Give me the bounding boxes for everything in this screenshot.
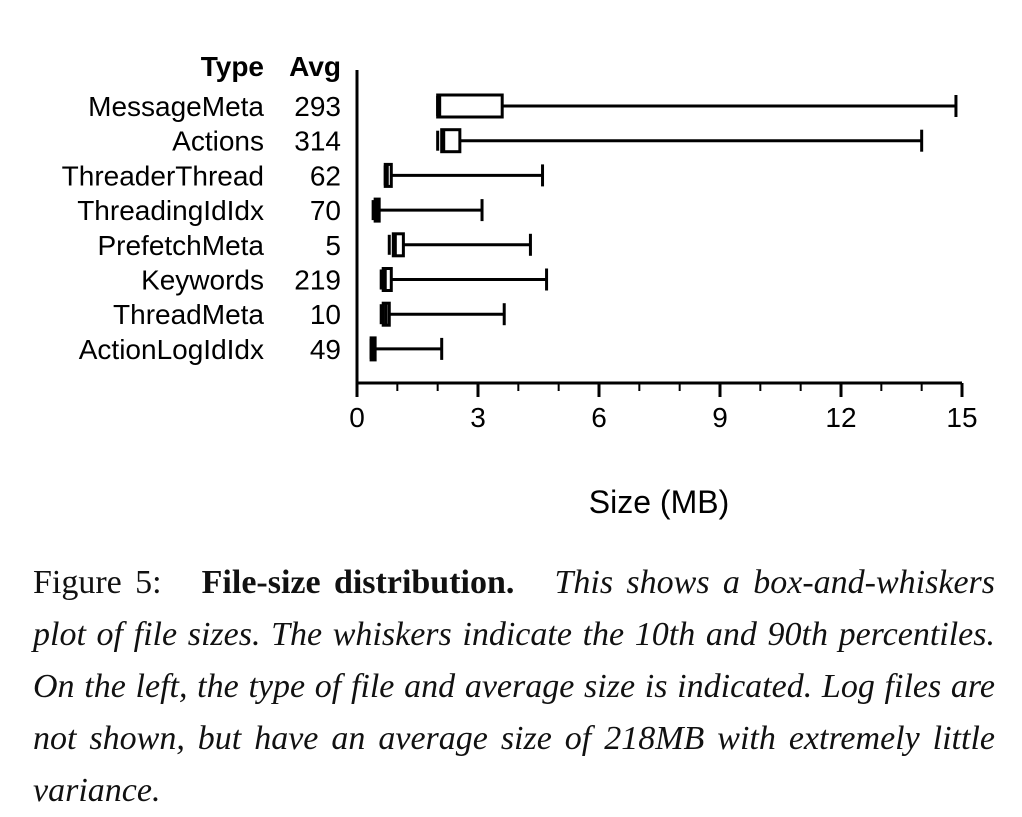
type-column-header: Type bbox=[201, 51, 264, 82]
x-tick-label: 15 bbox=[946, 402, 977, 433]
box-row: Keywords 219 bbox=[141, 265, 549, 296]
average-value: 314 bbox=[294, 126, 341, 157]
average-value: 62 bbox=[310, 160, 341, 191]
category-label: ActionLogIdIdx bbox=[79, 334, 264, 365]
interquartile-box bbox=[436, 93, 504, 119]
category-label: ThreadMeta bbox=[113, 299, 264, 330]
rows-layer: MessageMeta 293 Actions 314 ThreaderThread 62… bbox=[62, 91, 958, 365]
category-label: ThreaderThread bbox=[62, 160, 264, 191]
average-value: 70 bbox=[310, 195, 341, 226]
category-label: ThreadingIdIdx bbox=[77, 195, 264, 226]
x-tick-label: 3 bbox=[470, 402, 486, 433]
box-row: Actions 314 bbox=[172, 126, 924, 157]
box-row: ThreadMeta 10 bbox=[113, 299, 506, 330]
interquartile-box bbox=[381, 267, 393, 292]
average-value: 10 bbox=[310, 299, 341, 330]
category-label: Keywords bbox=[141, 265, 264, 296]
x-tick-label: 0 bbox=[349, 402, 365, 433]
figure-caption: Figure 5: File-size distribution. This s… bbox=[33, 557, 995, 817]
x-axis-label: Size (MB) bbox=[589, 484, 729, 520]
x-tick-label: 12 bbox=[825, 402, 856, 433]
x-tick-label: 9 bbox=[712, 402, 728, 433]
category-label: Actions bbox=[172, 126, 264, 157]
interquartile-box bbox=[391, 232, 405, 258]
box-row: ThreaderThread 62 bbox=[62, 160, 545, 191]
average-value: 5 bbox=[325, 230, 341, 261]
x-tick-label: 6 bbox=[591, 402, 607, 433]
avg-column-header: Avg bbox=[289, 51, 341, 82]
box-row: PrefetchMeta 5 bbox=[97, 230, 532, 261]
category-label: MessageMeta bbox=[88, 91, 264, 122]
x-axis: 0 3 6 9 12 15 bbox=[349, 70, 978, 433]
average-value: 49 bbox=[310, 334, 341, 365]
caption-figure-number: Figure 5: bbox=[33, 564, 162, 601]
average-value: 293 bbox=[294, 91, 341, 122]
box-row: MessageMeta 293 bbox=[88, 91, 958, 122]
box-row: ThreadingIdIdx 70 bbox=[77, 195, 484, 226]
interquartile-box bbox=[440, 128, 462, 154]
box-row: ActionLogIdIdx 49 bbox=[79, 334, 444, 365]
caption-title: File-size distribution. bbox=[201, 564, 515, 601]
average-value: 219 bbox=[294, 265, 341, 296]
caption-body: This shows a box-and-whiskers plot of fi… bbox=[33, 564, 996, 809]
category-label: PrefetchMeta bbox=[97, 230, 264, 261]
